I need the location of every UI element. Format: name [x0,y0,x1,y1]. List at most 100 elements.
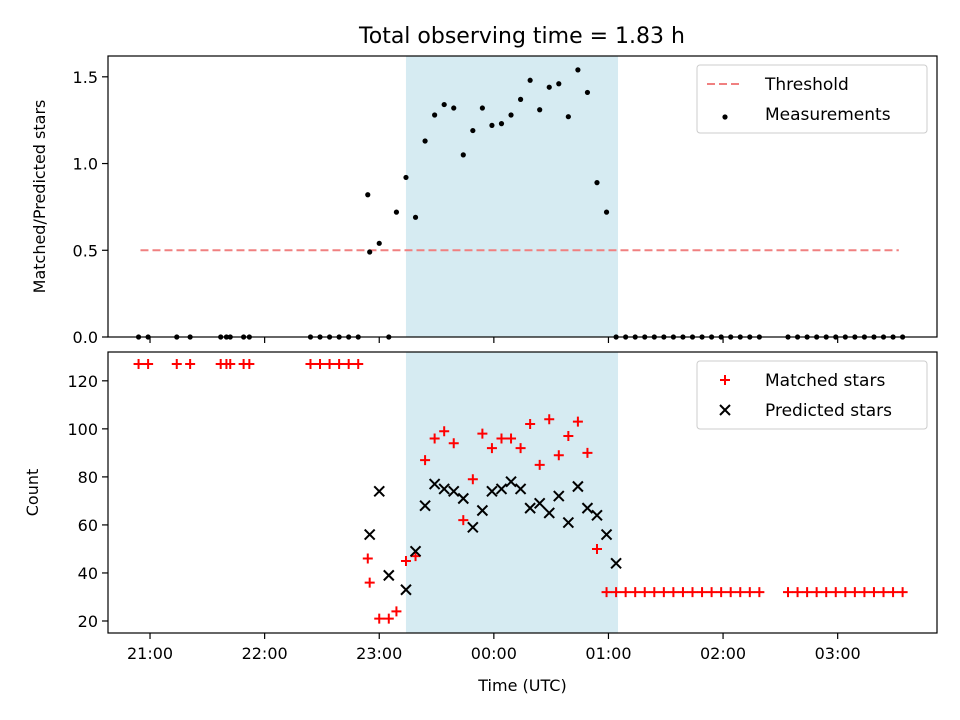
predicted-star-point [383,569,395,582]
figure-title: Total observing time = 1.83 h [358,24,685,49]
matched-star-point [868,587,879,598]
bottom-panel: 20 40 60 80 100 120 21:00 22:00 23:00 00:00 01:00 0… [23,351,938,695]
predicted-star-point [495,483,508,495]
matched-star-point [185,359,196,370]
predicted-star-point [457,492,469,505]
matched-star-point [783,587,794,598]
top-y-tick-label: 1.5 [73,68,98,87]
measurement-point [565,114,571,120]
matched-star-point [697,587,708,598]
matched-star-point [859,587,870,598]
x-tick-label: 00:00 [471,644,517,663]
measurement-point [441,101,447,108]
measurement-point [556,81,562,87]
predicted-star-point [409,545,422,558]
measurement-point [603,209,610,215]
measurement-point [479,105,485,111]
matched-star-point [244,359,255,370]
legend-entry-label: Measurements [765,105,891,125]
legend-entry-label: Threshold [764,75,849,95]
predicted-star-point [400,584,412,596]
measurement-point [412,214,419,220]
matched-star-point [143,359,154,370]
matched-star-point [821,587,832,598]
predicted-star-point [591,509,603,522]
matched-star-point [420,455,431,466]
measurement-point [498,121,505,127]
predicted-star-point [476,504,489,517]
measurement-point [367,249,373,255]
matched-star-point [467,474,478,485]
bottom-plot-marks [133,359,908,624]
predicted-star-point [524,502,536,514]
predicted-star-point [553,490,565,502]
matched-star-point [305,359,316,370]
matched-star-point [506,433,517,444]
measurement-point [527,77,533,83]
x-axis-label: Time (UTC) [477,676,566,695]
matched-star-point [544,414,555,425]
predicted-star-point [533,497,546,510]
x-tick-label: 02:00 [700,644,746,663]
legend-matched-swatch [720,375,730,385]
matched-star-point [324,359,335,370]
matched-star-point [133,359,144,370]
predicted-star-point [610,557,622,570]
bot-y-tick-label: 120 [67,372,98,391]
matched-star-point [792,587,803,598]
matched-star-point [364,577,375,588]
measurement-point [517,96,524,102]
matched-star-point [878,587,889,598]
x-tick-label: 22:00 [242,644,288,663]
matched-star-point [553,450,564,461]
matched-star-point [811,587,822,598]
legend-entry-label: Matched stars [765,371,885,391]
matched-star-point [343,359,354,370]
bottom-legend: Matched stars Predicted stars [696,360,928,430]
measurement-point [460,152,466,158]
predicted-star-point [505,475,517,488]
matched-star-point [582,447,593,458]
matched-star-point [225,359,236,370]
measurement-point [508,112,514,118]
matched-star-point [754,587,765,598]
matched-star-point [849,587,860,598]
measurement-point [546,84,552,90]
bot-y-tick-label: 20 [78,612,98,631]
matched-star-point [496,433,507,444]
matched-star-point [429,433,440,444]
measurement-point [393,209,400,215]
matched-star-point [840,587,851,598]
matched-star-point [897,587,908,598]
matched-star-point [315,359,326,370]
matched-star-point [611,587,622,598]
matched-star-point [802,587,813,598]
matched-star-point [525,419,536,430]
top-legend: Threshold Measurements [696,64,928,134]
matched-star-point [601,587,612,598]
matched-star-point [830,587,841,598]
matched-star-point [334,359,345,370]
x-tick-label: 01:00 [585,644,631,663]
bottom-axes: 20 40 60 80 100 120 21:00 22:00 23:00 00:00 01:00 0… [67,372,860,663]
measurement-point [470,127,476,134]
top-y-tick-label: 0.5 [73,241,98,260]
measurement-point [432,112,438,118]
top-y-tick-label: 0.0 [73,328,98,347]
bottom-axes-frame [107,351,938,634]
measurement-point [594,180,600,186]
predicted-star-point [419,500,431,512]
measurement-point [575,67,581,73]
matched-star-point [649,587,660,598]
measurement-point [365,192,371,198]
x-tick-label: 03:00 [815,644,861,663]
matched-star-point [735,587,746,598]
measurement-point [376,240,382,246]
matched-star-point [374,613,385,624]
matched-star-point [458,515,469,526]
matched-star-point [591,543,602,554]
predicted-star-point [363,528,376,541]
top-y-tick-label: 1.0 [73,155,98,174]
predicted-star-point [600,528,613,541]
matched-star-point [639,587,650,598]
